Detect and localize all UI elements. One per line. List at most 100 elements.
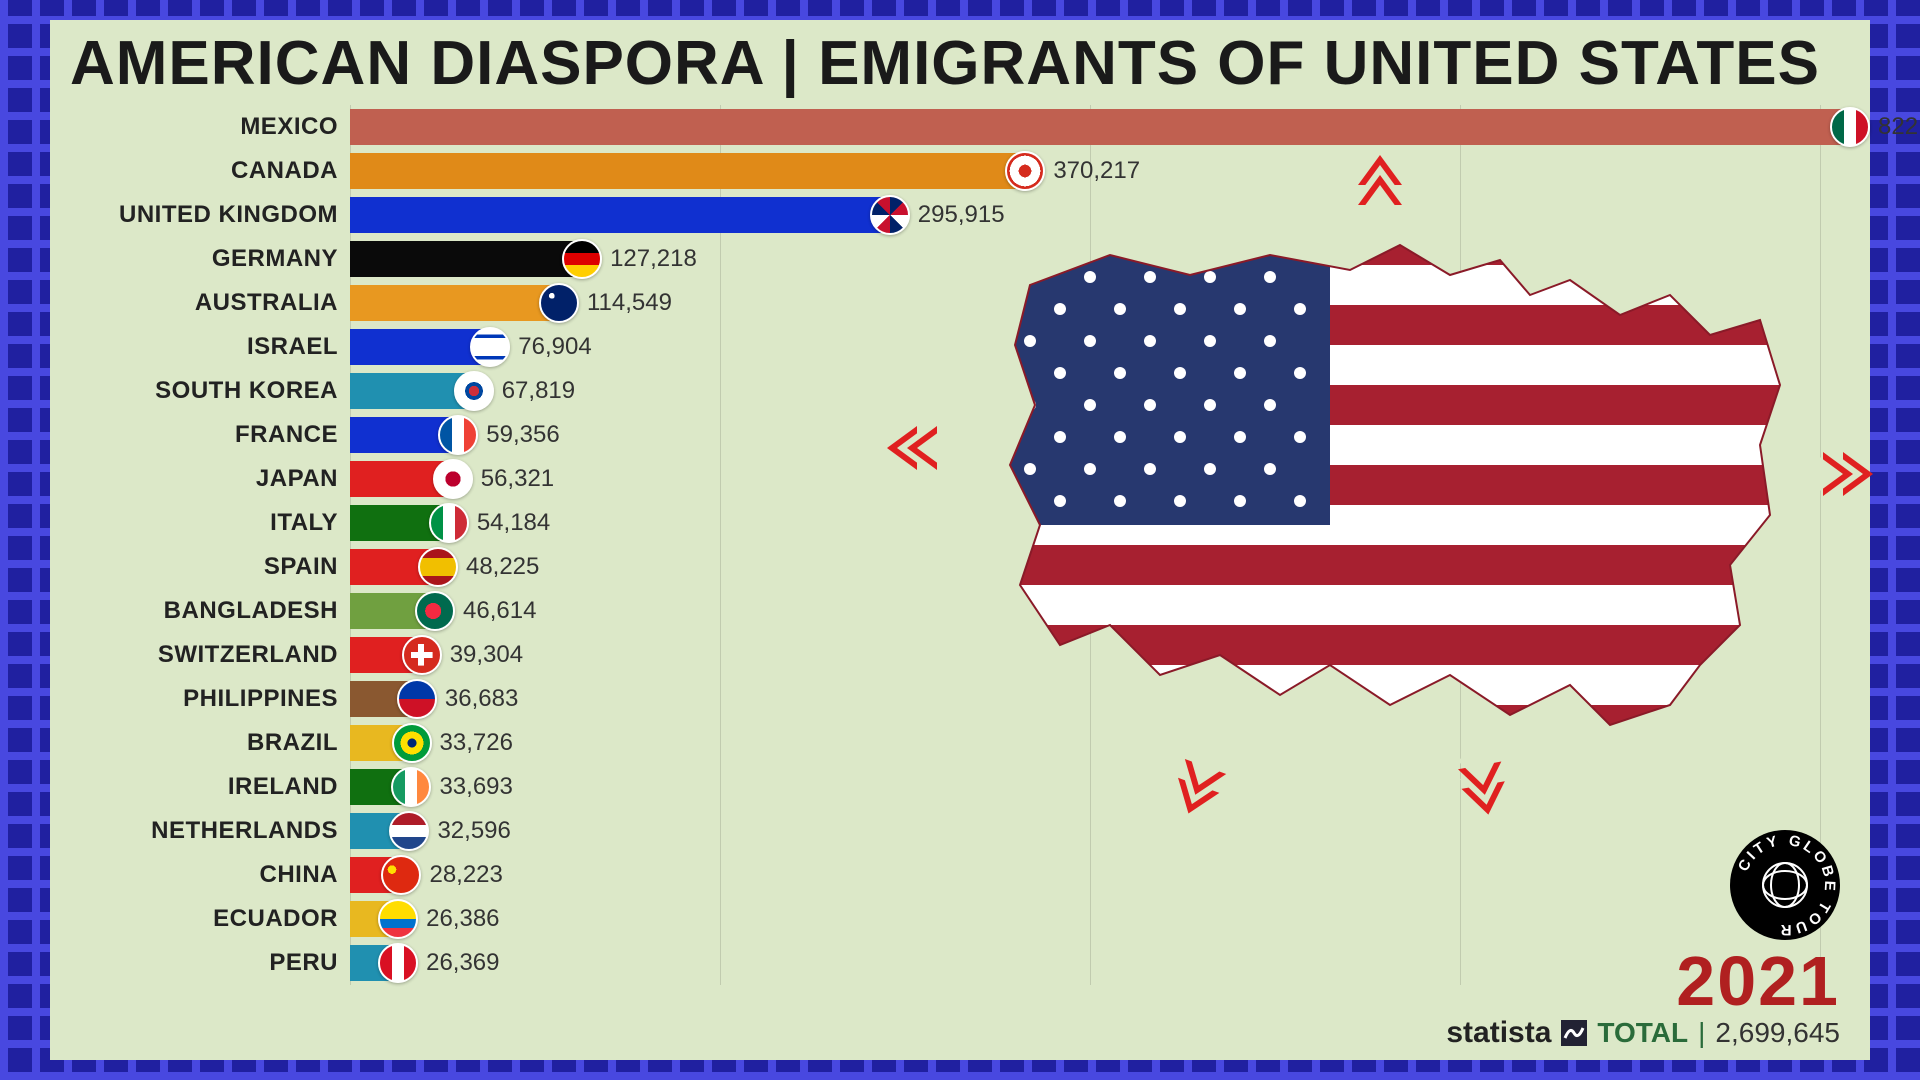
bar: 56,321 [350,461,453,497]
value-label: 54,184 [477,509,550,537]
flag-icon [454,371,494,411]
outer-frame: AMERICAN DIASPORA | EMIGRANTS OF UNITED … [0,0,1920,1080]
value-label: 59,356 [486,421,559,449]
bar: 76,904 [350,329,490,365]
country-label: BRAZIL [70,729,350,757]
value-label: 67,819 [502,377,575,405]
bar: 36,683 [350,681,417,717]
flag-icon [397,679,437,719]
source-line: statista TOTAL | 2,699,645 [1446,1016,1840,1050]
value-label: 28,223 [429,861,502,889]
bar: 54,184 [350,505,449,541]
value-label: 26,386 [426,905,499,933]
value-label: 114,549 [587,289,672,317]
value-label: 76,904 [518,333,591,361]
bar-wrap: 822,290 [350,109,1850,145]
chart-area: MEXICO822,290CANADA370,217UNITED KINGDOM… [70,105,1850,985]
bar-wrap: 32,596 [350,813,1850,849]
channel-logo: CITY GLOBE TOUR [1730,830,1840,940]
arrow-right [1833,452,1863,496]
country-label: BANGLADESH [70,597,350,625]
value-label: 39,304 [450,641,523,669]
main-panel: AMERICAN DIASPORA | EMIGRANTS OF UNITED … [50,20,1870,1060]
arrow-down-right [1460,771,1509,808]
bar-wrap: 26,386 [350,901,1850,937]
value-label: 56,321 [481,465,554,493]
bar: 28,223 [350,857,401,893]
country-label: SWITZERLAND [70,641,350,669]
bar: 26,369 [350,945,398,981]
bar: 46,614 [350,593,435,629]
flag-icon [415,591,455,631]
flag-icon [539,283,579,323]
value-label: 33,693 [439,773,512,801]
value-label: 370,217 [1053,157,1140,185]
country-label: PHILIPPINES [70,685,350,713]
arrow-left [897,426,927,470]
country-label: ITALY [70,509,350,537]
country-label: ISRAEL [70,333,350,361]
value-label: 48,225 [466,553,539,581]
country-label: CANADA [70,157,350,185]
country-label: MEXICO [70,113,350,141]
bar-row: ECUADOR 26,386 [70,897,1850,941]
bar: 33,693 [350,769,411,805]
bar: 822,290 [350,109,1850,145]
value-label: 822,290 [1878,113,1920,141]
flag-icon [433,459,473,499]
total-value: 2,699,645 [1715,1017,1840,1049]
bar: 39,304 [350,637,422,673]
country-label: SOUTH KOREA [70,377,350,405]
bar: 33,726 [350,725,412,761]
country-label: PERU [70,949,350,977]
country-label: JAPAN [70,465,350,493]
bar-row: MEXICO822,290 [70,105,1850,149]
bar: 114,549 [350,285,559,321]
country-label: FRANCE [70,421,350,449]
country-label: SPAIN [70,553,350,581]
bar-wrap: 28,223 [350,857,1850,893]
flag-icon [391,767,431,807]
year-label: 2021 [1446,946,1840,1016]
flag-icon [378,943,418,983]
bar: 32,596 [350,813,409,849]
usa-flag-map [970,225,1790,745]
bar-row: CHINA28,223 [70,853,1850,897]
chart-title: AMERICAN DIASPORA | EMIGRANTS OF UNITED … [70,28,1850,99]
flag-icon [378,899,418,939]
flag-icon [1830,107,1870,147]
flag-icon [402,635,442,675]
total-label: TOTAL [1597,1017,1688,1049]
bar-row: CANADA370,217 [70,149,1850,193]
value-label: 26,369 [426,949,499,977]
bar-wrap: 370,217 [350,153,1850,189]
bar: 59,356 [350,417,458,453]
country-label: GERMANY [70,245,350,273]
arrow-up [1358,165,1402,195]
footer: 2021 statista TOTAL | 2,699,645 [1446,946,1840,1050]
bar: 127,218 [350,241,582,277]
flag-icon [389,811,429,851]
country-label: IRELAND [70,773,350,801]
value-label: 127,218 [610,245,697,273]
statista-icon [1561,1020,1587,1046]
flag-icon [418,547,458,587]
bar: 48,225 [350,549,438,585]
bar: 67,819 [350,373,474,409]
value-label: 33,726 [440,729,513,757]
country-label: CHINA [70,861,350,889]
country-label: ECUADOR [70,905,350,933]
country-label: AUSTRALIA [70,289,350,317]
flag-icon [870,195,910,235]
flag-icon [1005,151,1045,191]
flag-icon [562,239,602,279]
bar-row: IRELAND33,693 [70,765,1850,809]
flag-icon [438,415,478,455]
value-label: 46,614 [463,597,536,625]
country-label: UNITED KINGDOM [70,201,350,229]
flag-icon [392,723,432,763]
bar-wrap: 33,693 [350,769,1850,805]
bar: 370,217 [350,153,1025,189]
country-label: NETHERLANDS [70,817,350,845]
value-label: 36,683 [445,685,518,713]
